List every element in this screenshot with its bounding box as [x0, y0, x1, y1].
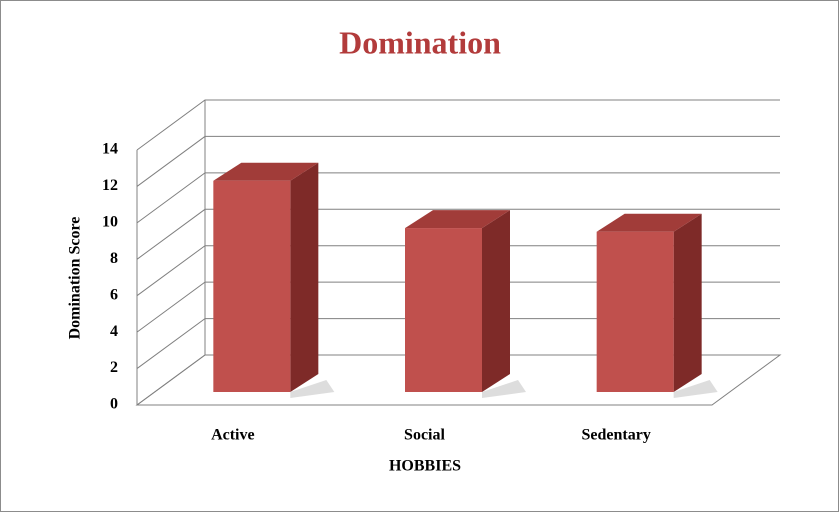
y-tick-label: 6 — [110, 286, 118, 303]
bar-side — [673, 213, 702, 392]
y-axis-label: Domination Score — [67, 217, 84, 340]
bar-shadow — [673, 380, 718, 398]
grid-line — [136, 245, 780, 297]
y-tick-label: 0 — [110, 396, 118, 413]
plot-area: 0 2 4 6 8 10 12 14 Active Social Sedentary — [102, 99, 782, 444]
bar-shadow — [482, 380, 526, 398]
grid-line — [136, 208, 780, 260]
bar — [405, 228, 482, 392]
chart-title: Domination — [339, 24, 501, 60]
bar-side — [290, 162, 319, 392]
bar-top — [405, 210, 510, 229]
x-axis-label: HOBBIES — [389, 458, 461, 475]
y-tick-label: 14 — [102, 141, 118, 158]
grid-line — [136, 99, 780, 151]
y-tick-label: 8 — [110, 250, 118, 267]
bar-side — [482, 210, 510, 392]
grid-line — [136, 135, 780, 187]
y-tick-label: 2 — [110, 359, 118, 376]
y-tick-label: 10 — [102, 214, 118, 231]
bar-top — [596, 213, 702, 232]
grid-line — [136, 172, 780, 224]
y-tick-label: 4 — [110, 323, 118, 340]
bar — [213, 180, 291, 392]
x-tick-label: Social — [404, 427, 445, 444]
bar-top — [213, 162, 319, 181]
x-tick-label: Active — [211, 427, 255, 444]
y-tick-label: 12 — [102, 177, 118, 194]
grid-line — [136, 354, 780, 406]
x-tick-label: Sedentary — [582, 427, 651, 444]
grid-line — [136, 318, 780, 369]
grid-line — [136, 281, 780, 333]
bar — [596, 231, 674, 392]
bar-shadow — [290, 380, 335, 398]
